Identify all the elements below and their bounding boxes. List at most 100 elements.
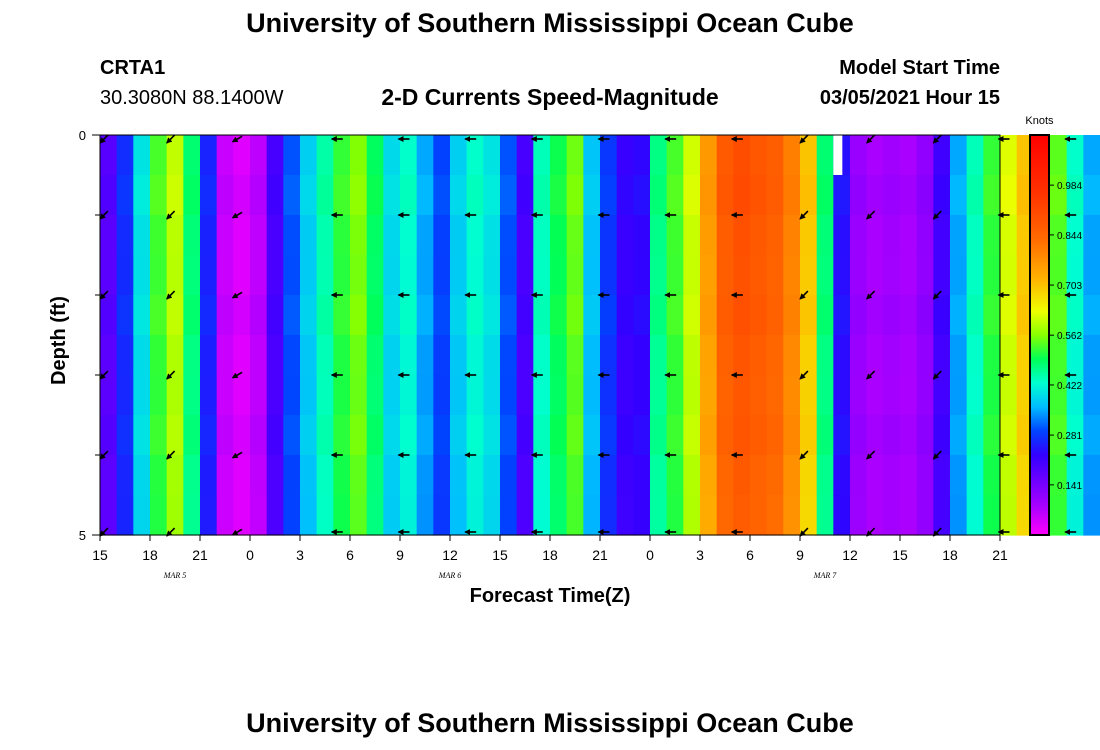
heat-cell [550,455,568,496]
heat-cell [100,175,118,216]
heat-cell [916,135,934,176]
heat-cell [766,175,784,216]
heat-cell [300,175,318,216]
heat-cell [133,415,151,456]
current-arrow [99,370,109,380]
heat-cell [1050,375,1068,416]
heat-cell [950,415,968,456]
heat-cell [216,175,234,216]
heat-cell [550,255,568,296]
heat-cell [883,175,901,216]
current-arrow [866,210,876,220]
heat-cell [750,335,768,376]
heat-cell [333,175,351,216]
heat-cell [533,375,551,416]
heat-cell [716,495,734,536]
heat-cell [216,415,234,456]
heat-cell [250,255,268,296]
heat-cell [283,455,301,496]
heat-cell [100,295,118,336]
heat-cell [866,375,884,416]
heat-cell [850,215,868,256]
heat-cell [350,415,368,456]
heat-cell [816,215,834,256]
heat-cell [250,455,268,496]
heat-cell [916,215,934,256]
heat-cell [366,455,384,496]
colorbar-tick-label: 0.703 [1057,281,1082,292]
heat-cell [1083,375,1100,416]
heat-cell [500,135,518,176]
heat-cell [883,255,901,296]
heat-cell [300,335,318,376]
heat-cell [416,175,434,216]
heat-cell [766,495,784,536]
heat-cell [966,135,984,176]
heat-cell [383,135,401,176]
heat-cell [366,295,384,336]
heat-cell [116,135,134,176]
heat-cell [750,495,768,536]
heat-cell [250,375,268,416]
heat-cell [366,175,384,216]
heat-cell [616,375,634,416]
heat-cell [433,495,451,536]
heat-cell [683,415,701,456]
heat-cell [166,175,184,216]
heat-cell [950,335,968,376]
heat-cell [966,455,984,496]
heat-cell [983,375,1001,416]
heat-cell [966,495,984,536]
heat-cell [650,375,668,416]
heat-cell [733,135,751,176]
heat-cell [566,175,584,216]
heat-cell [550,295,568,336]
heat-cell [850,135,868,176]
heat-cell [933,335,951,376]
heat-cell [100,335,118,376]
heat-cell [1066,455,1084,496]
heat-cell [466,175,484,216]
heat-cell [450,255,468,296]
heat-cell [566,415,584,456]
heat-cell [133,295,151,336]
heat-cell [1050,415,1068,456]
heat-cell [983,135,1001,176]
current-arrow [99,210,109,220]
heat-cell [500,175,518,216]
heat-cell [616,175,634,216]
heat-cell [1000,415,1018,456]
heat-cell [616,215,634,256]
heat-cell [500,335,518,376]
colorbar-tick-label: 0.562 [1057,331,1082,342]
x-tick-label: 18 [142,547,158,563]
heat-cell [300,215,318,256]
heat-cell [733,415,751,456]
heat-cell [283,495,301,536]
heat-cell [383,175,401,216]
current-arrow [932,210,942,220]
heat-cell [800,215,818,256]
heat-cell [183,215,201,256]
heat-cell [516,295,534,336]
heat-cell [400,135,418,176]
heat-cell [283,375,301,416]
x-tick-label: 6 [346,547,354,563]
heat-cell [616,295,634,336]
heat-cell [116,415,134,456]
colorbar-scale [1029,134,1050,536]
heat-cell [783,295,801,336]
heat-cell [400,495,418,536]
y-tick-label: 0 [79,128,86,143]
heat-cell [300,255,318,296]
heat-cell [516,455,534,496]
heat-cell [1050,295,1068,336]
heat-cell [150,455,168,496]
heat-cell [700,215,718,256]
heat-cell [433,335,451,376]
heat-cell [700,415,718,456]
heat-cell [400,255,418,296]
heat-cell [366,375,384,416]
heat-cell [966,415,984,456]
